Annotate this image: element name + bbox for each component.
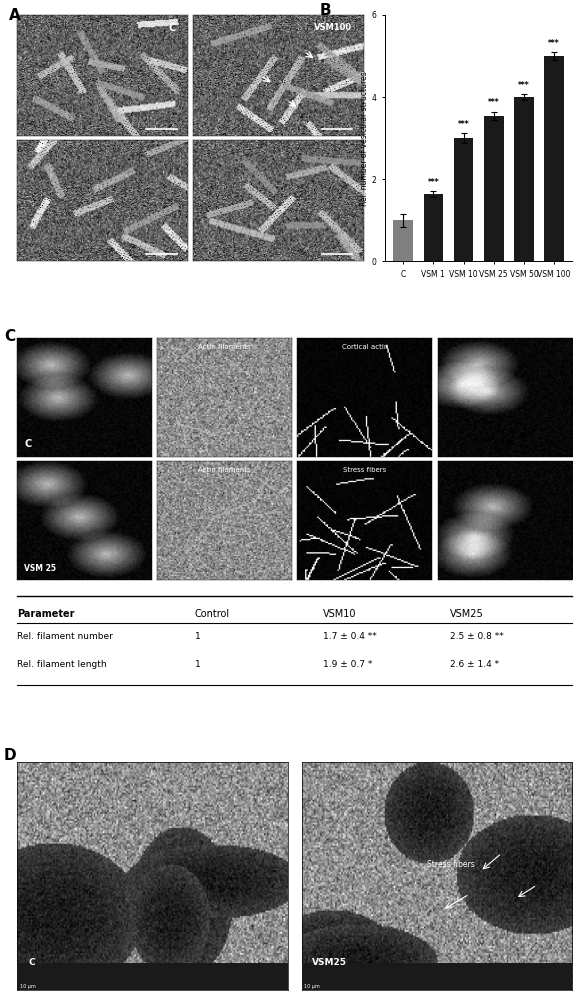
Text: ***: ***: [428, 178, 439, 187]
Text: A: A: [9, 8, 21, 23]
Bar: [302, 963, 572, 990]
Text: ***: ***: [549, 39, 560, 48]
Text: Actin filaments: Actin filaments: [198, 467, 251, 473]
Bar: [424, 194, 443, 261]
Text: 1: 1: [195, 660, 201, 669]
Text: VSM25: VSM25: [312, 958, 347, 967]
Text: C: C: [169, 23, 176, 33]
Bar: [514, 97, 533, 261]
Y-axis label: Rel. number of vesicular structures: Rel. number of vesicular structures: [360, 71, 369, 206]
Text: Parameter: Parameter: [17, 609, 75, 619]
Bar: [17, 963, 288, 990]
Text: Stress fibers: Stress fibers: [343, 467, 387, 473]
Bar: [393, 220, 413, 261]
Text: VSM 25: VSM 25: [24, 564, 56, 573]
Text: VSM25: VSM25: [450, 609, 484, 619]
Text: Cortical actin: Cortical actin: [342, 344, 388, 350]
Text: VSM10: VSM10: [323, 609, 356, 619]
Text: C: C: [28, 958, 35, 967]
Text: 2.5 ± 0.8 **: 2.5 ± 0.8 **: [450, 632, 504, 641]
Text: 2.6 ± 1.4 *: 2.6 ± 1.4 *: [450, 660, 499, 669]
Text: 1.9 ± 0.7 *: 1.9 ± 0.7 *: [323, 660, 372, 669]
Bar: [454, 138, 473, 261]
Text: VSM100: VSM100: [314, 23, 352, 32]
Text: Rel. filament length: Rel. filament length: [17, 660, 107, 669]
Text: 1.7 ± 0.4 **: 1.7 ± 0.4 **: [323, 632, 376, 641]
Text: 1: 1: [195, 632, 201, 641]
Text: 10 µm: 10 µm: [304, 984, 320, 989]
Text: Rel. filament number: Rel. filament number: [17, 632, 113, 641]
Text: C: C: [24, 439, 31, 449]
Bar: [544, 56, 564, 261]
Text: 10 µm: 10 µm: [20, 984, 36, 989]
Text: Control: Control: [195, 609, 230, 619]
Text: Stress fibers: Stress fibers: [427, 860, 475, 869]
Text: D: D: [4, 748, 16, 763]
Text: C: C: [4, 329, 15, 344]
Text: Actin filaments: Actin filaments: [198, 344, 251, 350]
Text: B: B: [320, 3, 331, 18]
Text: ***: ***: [458, 120, 469, 129]
Text: ***: ***: [488, 98, 499, 107]
Text: ***: ***: [518, 81, 529, 90]
Bar: [484, 116, 503, 261]
